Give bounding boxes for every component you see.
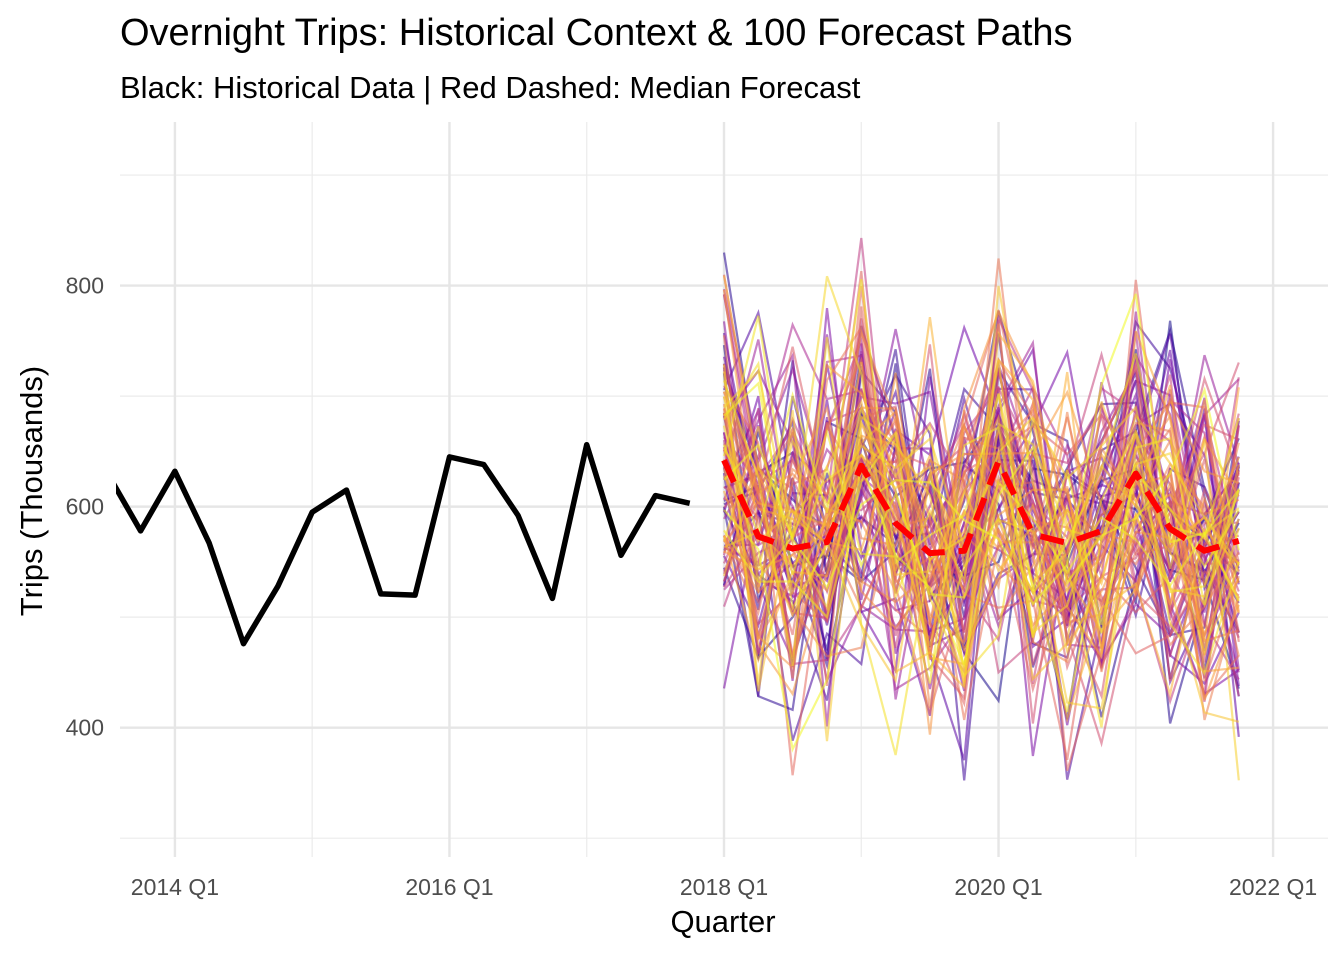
forecast-paths <box>722 237 1240 781</box>
forecast-path <box>723 381 1240 599</box>
historical-line <box>116 441 691 647</box>
x-tick-label: 2020 Q1 <box>954 874 1042 900</box>
forecast-path <box>722 315 1240 684</box>
forecast-path <box>722 279 1240 625</box>
y-tick-label: 800 <box>66 273 104 299</box>
chart-subtitle: Black: Historical Data | Red Dashed: Med… <box>120 70 861 105</box>
forecast-path <box>723 293 1240 606</box>
x-tick-label: 2018 Q1 <box>680 874 768 900</box>
y-tick-label: 600 <box>66 494 104 520</box>
series-lines <box>116 441 1240 647</box>
y-axis-title: Trips (Thousands) <box>14 366 49 616</box>
x-tick-label: 2016 Q1 <box>405 874 493 900</box>
forecast-path <box>722 275 1240 658</box>
y-tick-label: 400 <box>66 715 104 741</box>
median-forecast-line <box>721 458 1240 557</box>
tick-labels: 400 600 800 2014 Q1 2016 Q1 2018 Q1 2020 Q1 202… <box>66 273 1318 900</box>
chart-title: Overnight Trips: Historical Context & 10… <box>120 12 1073 54</box>
x-tick-label: 2014 Q1 <box>131 874 219 900</box>
x-tick-label: 2022 Q1 <box>1229 874 1317 900</box>
x-axis-title: Quarter <box>670 904 775 939</box>
forecast-path <box>723 330 1240 660</box>
